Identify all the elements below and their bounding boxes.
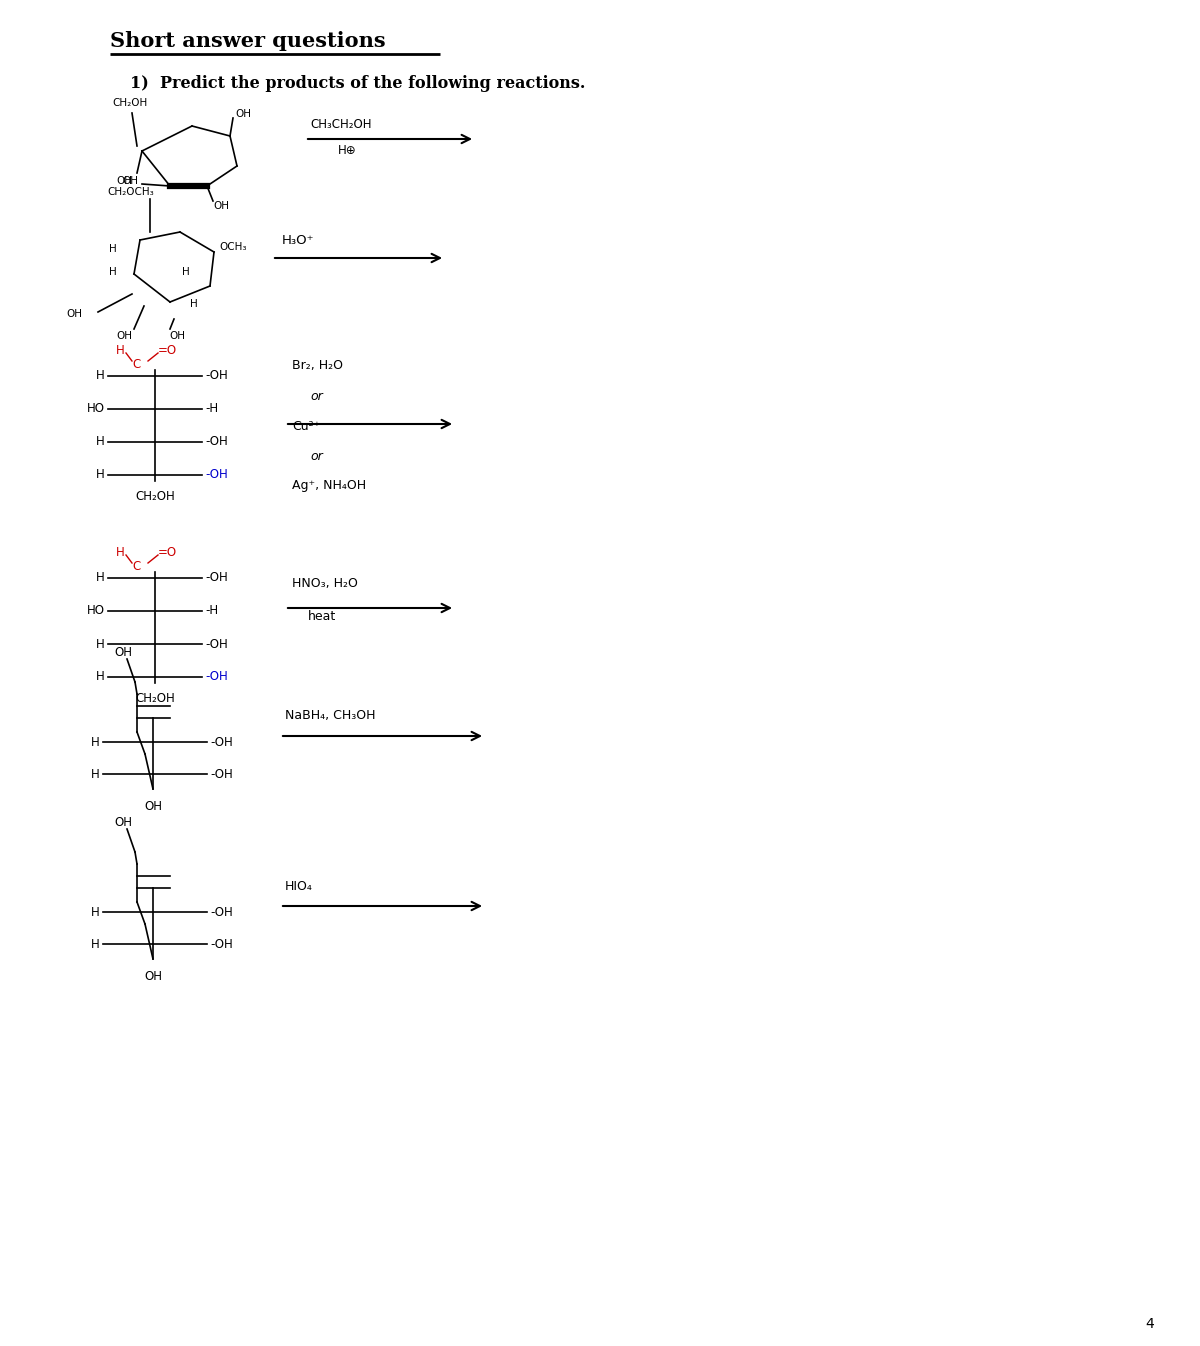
Text: OH: OH xyxy=(169,331,185,341)
Text: OH: OH xyxy=(214,201,229,211)
Text: CH₂OH: CH₂OH xyxy=(136,490,175,503)
Text: H: H xyxy=(190,299,198,310)
Text: OH: OH xyxy=(144,800,162,813)
Text: H: H xyxy=(116,546,125,560)
Text: H₃O⁺: H₃O⁺ xyxy=(282,234,314,248)
Text: OH: OH xyxy=(116,176,132,186)
Text: OH: OH xyxy=(116,331,132,341)
Text: OH: OH xyxy=(114,816,132,829)
Text: H: H xyxy=(96,370,106,382)
Text: or: or xyxy=(310,450,323,463)
Text: -OH: -OH xyxy=(210,938,233,950)
Text: or: or xyxy=(310,389,323,402)
Text: CH₂OH: CH₂OH xyxy=(136,692,175,705)
Text: HO: HO xyxy=(88,604,106,618)
Text: -H: -H xyxy=(205,604,218,618)
Text: 1)  Predict the products of the following reactions.: 1) Predict the products of the following… xyxy=(130,75,586,93)
Text: H: H xyxy=(96,572,106,584)
Text: CH₃CH₂OH: CH₃CH₂OH xyxy=(310,117,372,131)
Text: OH: OH xyxy=(114,646,132,658)
Text: -OH: -OH xyxy=(205,670,228,684)
Text: HNO₃, H₂O: HNO₃, H₂O xyxy=(292,577,358,591)
Text: H: H xyxy=(96,436,106,448)
Text: H: H xyxy=(96,468,106,482)
Text: H: H xyxy=(91,938,100,950)
Text: CH₂OCH₃: CH₂OCH₃ xyxy=(107,187,154,197)
Text: =O: =O xyxy=(158,546,178,560)
Text: -OH: -OH xyxy=(210,767,233,781)
Text: H⊕: H⊕ xyxy=(338,144,356,157)
Text: OCH₃: OCH₃ xyxy=(220,242,246,252)
Text: H: H xyxy=(116,345,125,358)
Text: -OH: -OH xyxy=(205,370,228,382)
Text: heat: heat xyxy=(308,610,336,622)
Text: H: H xyxy=(182,267,190,277)
Text: -OH: -OH xyxy=(205,436,228,448)
Text: =O: =O xyxy=(158,345,178,358)
Text: H: H xyxy=(96,670,106,684)
Text: -OH: -OH xyxy=(210,906,233,918)
Text: C: C xyxy=(132,358,140,370)
Text: -OH: -OH xyxy=(210,735,233,748)
Text: Cu²⁺: Cu²⁺ xyxy=(292,420,320,432)
Text: H: H xyxy=(91,767,100,781)
Text: H: H xyxy=(109,244,118,254)
Text: -OH: -OH xyxy=(205,638,228,650)
Text: Short answer questions: Short answer questions xyxy=(110,31,385,51)
Text: H: H xyxy=(96,638,106,650)
Text: OH: OH xyxy=(144,969,162,983)
Text: Br₂, H₂O: Br₂, H₂O xyxy=(292,359,343,373)
Text: -H: -H xyxy=(205,402,218,416)
Text: -OH: -OH xyxy=(205,468,228,482)
Text: 4: 4 xyxy=(1146,1316,1154,1331)
Text: H: H xyxy=(91,906,100,918)
Text: Ag⁺, NH₄OH: Ag⁺, NH₄OH xyxy=(292,479,366,493)
Text: HIO₄: HIO₄ xyxy=(286,879,313,892)
Text: OH: OH xyxy=(235,109,251,118)
Text: H: H xyxy=(109,267,118,277)
Text: H: H xyxy=(91,735,100,748)
Text: C: C xyxy=(132,560,140,572)
Text: OH: OH xyxy=(66,310,82,319)
Text: CH₂OH: CH₂OH xyxy=(112,98,148,108)
Text: -OH: -OH xyxy=(205,572,228,584)
Text: NaBH₄, CH₃OH: NaBH₄, CH₃OH xyxy=(286,709,376,723)
Text: HO: HO xyxy=(88,402,106,416)
Text: OH: OH xyxy=(122,176,138,186)
